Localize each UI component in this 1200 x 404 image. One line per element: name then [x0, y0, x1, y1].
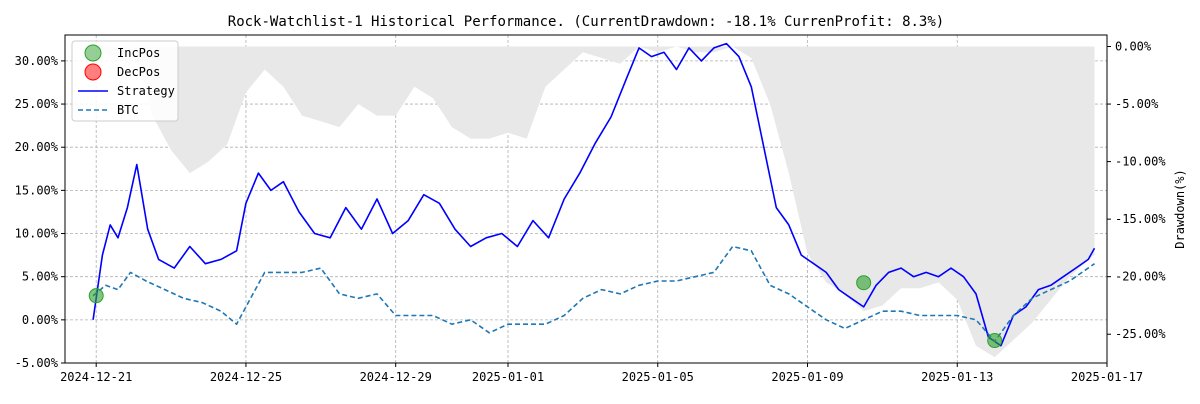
series-line-btc: [92, 245, 1095, 343]
drawdown-fill: [93, 46, 1095, 358]
x-axis: 2024-12-21 2024-12-25 2024-12-29 2025-01-01…: [60, 363, 1143, 384]
x-tick-label: 2024-12-29: [360, 370, 432, 384]
y-left-tick-label: 30.00%: [15, 54, 59, 68]
legend-label: BTC: [117, 103, 139, 117]
y-left-tick-label: 20.00%: [15, 140, 59, 154]
chart-title: Rock-Watchlist-1 Historical Performance.…: [228, 14, 944, 30]
right-axis-label: Drawdown(%): [1173, 169, 1187, 248]
y-left-tick-label: 25.00%: [15, 97, 59, 111]
legend-box: [71, 40, 179, 122]
y-right-tick-label: -25.00%: [1115, 327, 1166, 341]
x-tick-label: 2025-01-01: [472, 370, 544, 384]
drawdown-area: [93, 46, 1095, 358]
y-axis-right: 0.00% -5.00% -10.00% -15.00% -20.00% -25.00%: [1107, 40, 1166, 341]
y-left-tick-label: -5.00%: [15, 356, 59, 370]
y-left-tick-label: 0.00%: [22, 313, 59, 327]
position-markers: [88, 275, 1003, 349]
y-right-tick-label: -5.00%: [1115, 97, 1159, 111]
x-tick-label: 2024-12-21: [60, 370, 132, 384]
legend: IncPos DecPos Strategy BTC: [71, 40, 179, 122]
x-tick-label: 2025-01-13: [921, 370, 993, 384]
y-left-tick-label: 5.00%: [22, 270, 59, 284]
y-right-tick-label: 0.00%: [1115, 40, 1152, 54]
marker-incpos: [88, 288, 104, 304]
y-left-tick-label: 10.00%: [15, 227, 59, 241]
legend-marker-incpos: [84, 44, 102, 62]
y-left-tick-label: 15.00%: [15, 183, 59, 197]
x-tick-label: 2025-01-17: [1071, 370, 1143, 384]
y-right-tick-label: -20.00%: [1115, 270, 1166, 284]
y-axis-left: -5.00% 0.00% 5.00% 10.00% 15.00% 20.00% 25.00%…: [15, 54, 65, 370]
legend-label: DecPos: [117, 65, 160, 79]
legend-marker-decpos: [84, 63, 102, 81]
legend-label: Strategy: [117, 84, 175, 98]
marker-incpos: [987, 333, 1003, 349]
x-tick-label: 2025-01-05: [622, 370, 694, 384]
x-tick-label: 2024-12-25: [210, 370, 282, 384]
legend-label: IncPos: [117, 46, 160, 60]
y-right-tick-label: -15.00%: [1115, 212, 1166, 226]
marker-incpos: [856, 275, 872, 291]
y-right-tick-label: -10.00%: [1115, 155, 1166, 169]
x-tick-label: 2025-01-09: [771, 370, 843, 384]
plot-frame: [64, 34, 1108, 364]
series-line-strategy: [92, 42, 1096, 347]
series-lines: [92, 42, 1096, 347]
